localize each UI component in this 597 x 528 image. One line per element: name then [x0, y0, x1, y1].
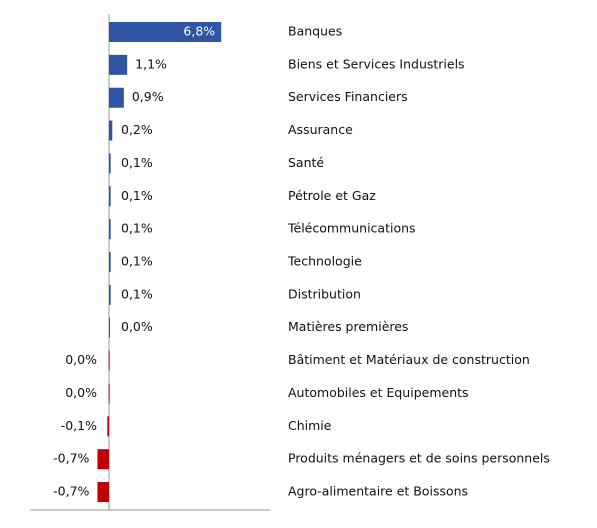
- bar: [109, 252, 111, 273]
- bar: [109, 87, 124, 108]
- category-label: Distribution: [288, 286, 361, 301]
- value-label: 0,0%: [121, 319, 153, 334]
- category-label: Automobiles et Equipements: [288, 385, 469, 400]
- value-label: 0,1%: [121, 286, 153, 301]
- bar: [109, 317, 110, 338]
- category-label: Banques: [288, 24, 342, 39]
- value-label: 0,1%: [121, 188, 153, 203]
- bar: [109, 54, 128, 75]
- bar: [109, 153, 111, 174]
- category-label: Services Financiers: [288, 89, 408, 104]
- category-label: Agro-alimentaire et Boissons: [288, 484, 468, 499]
- bar: [109, 22, 222, 42]
- value-label: 0,1%: [121, 155, 153, 170]
- bar: [109, 120, 113, 141]
- bar: [107, 416, 109, 437]
- category-label: Télécommunications: [287, 221, 416, 236]
- value-label: -0,1%: [61, 418, 97, 433]
- bar: [97, 449, 109, 470]
- category-label: Santé: [288, 155, 324, 170]
- value-label: 0,0%: [65, 385, 97, 400]
- category-label: Technologie: [287, 254, 362, 269]
- value-label: 0,2%: [121, 122, 153, 137]
- value-label: 0,1%: [121, 254, 153, 269]
- bar: [109, 186, 111, 207]
- value-label: 0,9%: [132, 89, 164, 104]
- category-label: Matières premières: [288, 319, 408, 334]
- category-label: Chimie: [288, 418, 332, 433]
- category-label: Bâtiment et Matériaux de construction: [288, 352, 530, 367]
- value-label: 0,1%: [121, 221, 153, 236]
- value-label: 1,1%: [135, 56, 167, 71]
- value-label: 6,8%: [183, 24, 215, 39]
- bar: [109, 284, 111, 305]
- bar: [108, 350, 110, 371]
- category-label: Assurance: [288, 122, 353, 137]
- bar: [109, 219, 111, 240]
- bar: [97, 482, 109, 503]
- value-label: -0,7%: [53, 451, 89, 466]
- category-label: Produits ménagers et de soins personnels: [288, 451, 550, 466]
- value-label: 0,0%: [65, 352, 97, 367]
- bar: [108, 383, 110, 404]
- category-label: Biens et Services Industriels: [288, 56, 465, 71]
- category-label: Pétrole et Gaz: [288, 188, 376, 203]
- value-label: -0,7%: [53, 484, 89, 499]
